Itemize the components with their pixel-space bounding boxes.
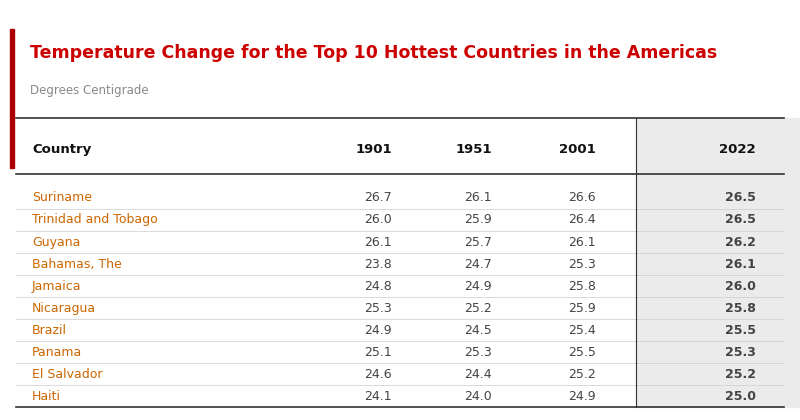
Text: 25.8: 25.8	[725, 302, 756, 315]
Text: 25.8: 25.8	[568, 280, 596, 293]
Text: 25.5: 25.5	[725, 324, 756, 337]
Text: 24.6: 24.6	[364, 368, 392, 381]
Text: Brazil: Brazil	[32, 324, 67, 337]
Text: 26.1: 26.1	[364, 236, 392, 249]
Text: 1951: 1951	[455, 143, 492, 155]
Text: 1901: 1901	[355, 143, 392, 155]
Text: 25.0: 25.0	[725, 390, 756, 403]
Text: 26.5: 26.5	[725, 213, 756, 226]
Text: Guyana: Guyana	[32, 236, 80, 249]
Text: 25.9: 25.9	[568, 302, 596, 315]
Text: Bahamas, The: Bahamas, The	[32, 257, 122, 270]
Text: 26.7: 26.7	[364, 192, 392, 205]
Text: 26.0: 26.0	[725, 280, 756, 293]
Text: Trinidad and Tobago: Trinidad and Tobago	[32, 213, 158, 226]
Text: 24.9: 24.9	[464, 280, 492, 293]
Text: 26.1: 26.1	[568, 236, 596, 249]
Text: 24.5: 24.5	[464, 324, 492, 337]
Text: Haiti: Haiti	[32, 390, 61, 403]
Text: 25.2: 25.2	[725, 368, 756, 381]
Text: 25.3: 25.3	[725, 346, 756, 359]
Text: Panama: Panama	[32, 346, 82, 359]
Text: 25.5: 25.5	[568, 346, 596, 359]
Text: Jamaica: Jamaica	[32, 280, 82, 293]
Text: 25.7: 25.7	[464, 236, 492, 249]
Text: Country: Country	[32, 143, 91, 155]
Text: 25.3: 25.3	[364, 302, 392, 315]
Text: 26.6: 26.6	[568, 192, 596, 205]
Text: 25.2: 25.2	[464, 302, 492, 315]
Text: 23.8: 23.8	[364, 257, 392, 270]
Text: 24.9: 24.9	[568, 390, 596, 403]
Text: 25.4: 25.4	[568, 324, 596, 337]
Text: 25.2: 25.2	[568, 368, 596, 381]
Text: Temperature Change for the Top 10 Hottest Countries in the Americas: Temperature Change for the Top 10 Hottes…	[30, 44, 718, 62]
Text: 25.9: 25.9	[464, 213, 492, 226]
Text: 24.4: 24.4	[464, 368, 492, 381]
Text: 24.0: 24.0	[464, 390, 492, 403]
Text: Nicaragua: Nicaragua	[32, 302, 96, 315]
Text: 24.9: 24.9	[364, 324, 392, 337]
Text: 26.0: 26.0	[364, 213, 392, 226]
Text: 26.4: 26.4	[568, 213, 596, 226]
Text: 26.1: 26.1	[725, 257, 756, 270]
Text: 24.8: 24.8	[364, 280, 392, 293]
Text: 26.2: 26.2	[725, 236, 756, 249]
Text: 26.5: 26.5	[725, 192, 756, 205]
Text: Degrees Centigrade: Degrees Centigrade	[30, 84, 149, 97]
Text: 24.1: 24.1	[364, 390, 392, 403]
Bar	[636, 118, 800, 407]
Text: El Salvador: El Salvador	[32, 368, 102, 381]
Text: Suriname: Suriname	[32, 192, 92, 205]
Text: 25.3: 25.3	[464, 346, 492, 359]
Text: 25.1: 25.1	[364, 346, 392, 359]
Text: 2022: 2022	[719, 143, 756, 155]
Text: 26.1: 26.1	[464, 192, 492, 205]
Text: 24.7: 24.7	[464, 257, 492, 270]
Text: 2001: 2001	[559, 143, 596, 155]
Text: 25.3: 25.3	[568, 257, 596, 270]
Bar	[10, 29, 14, 168]
